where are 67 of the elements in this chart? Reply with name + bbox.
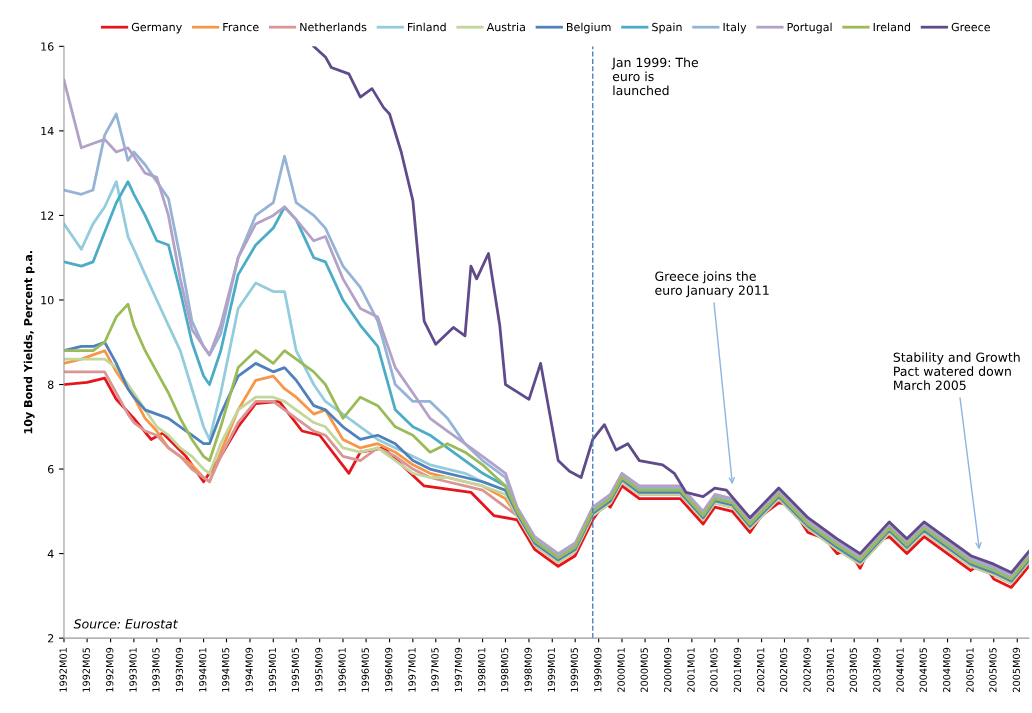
- y-tick-label: 10: [41, 295, 54, 305]
- x-tick-label: 2002M09: [803, 647, 811, 692]
- y-tick-label: 12: [41, 211, 54, 220]
- line-series: [312, 46, 1029, 575]
- legend-label: Austria: [486, 22, 525, 32]
- annotation: Source: Eurostat: [73, 619, 178, 629]
- y-tick-label: 8: [47, 380, 54, 389]
- legend-label: Portugal: [787, 22, 832, 34]
- x-tick-label: 2000M05: [640, 648, 648, 692]
- x-tick-label: 2003M05: [849, 648, 857, 692]
- x-tick-label: 2001M05: [710, 648, 718, 692]
- legend-label: Germany: [131, 22, 182, 34]
- x-tick-label: 1995M05: [291, 648, 300, 692]
- y-tick-label: 14: [41, 127, 54, 136]
- x-tick-label: 2004M01: [896, 648, 904, 692]
- x-tick-label: 2004M05: [919, 648, 927, 692]
- legend-label: Spain: [652, 22, 682, 34]
- x-tick-label: 1995M09: [315, 647, 323, 692]
- x-tick-label: 1992M01: [59, 648, 67, 692]
- x-tick-label: 2003M01: [826, 648, 835, 692]
- x-tick-label: 1999M09: [594, 647, 602, 692]
- x-tick-label: 1993M05: [152, 648, 160, 692]
- y-tick-label: 4: [47, 549, 54, 558]
- x-tick-label: 1998M05: [500, 648, 509, 692]
- x-tick-label: 1995M01: [268, 648, 277, 692]
- x-tick-label: 1996M09: [385, 647, 393, 692]
- x-tick-label: 2005M09: [1012, 647, 1021, 692]
- x-tick-label: 2000M09: [664, 647, 672, 692]
- x-tick-label: 1993M09: [175, 647, 184, 692]
- x-tick-label: 1996M01: [338, 648, 346, 692]
- x-tick-label: 1994M05: [221, 648, 230, 692]
- x-tick-label: 1996M05: [361, 648, 369, 692]
- x-tick-label: 1992M05: [82, 648, 90, 692]
- x-tick-label: 2001M01: [687, 648, 695, 692]
- annotation: Stability and Growth Pact watered down March 2005: [893, 352, 1020, 390]
- y-tick-label: 16: [41, 42, 54, 51]
- x-tick-label: 1992M09: [106, 647, 114, 692]
- legend-label: Finland: [408, 22, 446, 32]
- x-tick-label: 1997M05: [431, 648, 439, 692]
- x-tick-label: 1993M01: [129, 648, 137, 692]
- x-tick-label: 2002M05: [779, 648, 788, 692]
- x-tick-label: 2001M09: [733, 647, 742, 692]
- x-tick-label: 1998M09: [524, 647, 532, 692]
- ref-line-label: Jan 1999: The euro is launched: [611, 57, 699, 96]
- legend-label: Belgium: [566, 22, 611, 34]
- x-tick-label: 1997M01: [408, 648, 416, 692]
- x-tick-label: 1999M01: [547, 648, 556, 692]
- y-tick-label: 2: [48, 634, 54, 643]
- x-tick-label: 2004M09: [943, 647, 951, 692]
- y-axis-title: 10y Bond Yields, Percent p.a.: [23, 251, 35, 434]
- x-tick-label: 1998M01: [478, 648, 486, 692]
- y-tick-label: 6: [47, 465, 54, 474]
- x-tick-label: 2005M05: [989, 648, 997, 692]
- annotation: Greece joins the euro January 2011: [655, 271, 769, 298]
- x-tick-label: 2002M01: [757, 648, 765, 692]
- x-tick-label: 1994M01: [199, 648, 207, 692]
- legend-label: Italy: [723, 22, 747, 34]
- x-tick-label: 1999M05: [570, 648, 578, 692]
- legend-label: Greece: [951, 22, 990, 32]
- x-tick-label: 2005M01: [966, 648, 974, 692]
- legend-label: Ireland: [873, 22, 911, 32]
- legend-label: France: [223, 22, 259, 32]
- x-tick-label: 1994M09: [245, 647, 253, 692]
- legend-label: Netherlands: [300, 22, 367, 32]
- x-tick-label: 2003M09: [873, 647, 881, 692]
- x-tick-label: 1997M09: [454, 647, 463, 692]
- x-tick-label: 2000M01: [617, 648, 625, 692]
